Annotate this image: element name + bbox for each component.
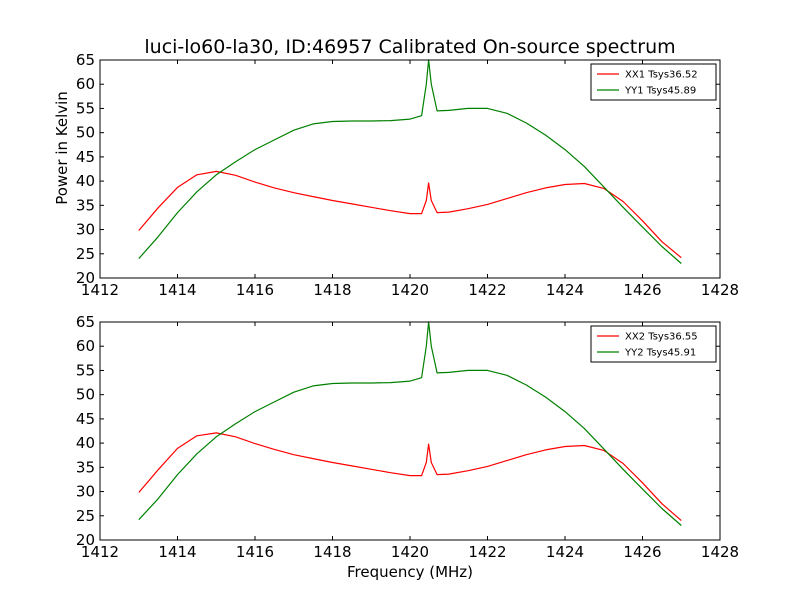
chart-title: luci-lo60-la30, ID:46957 Calibrated On-s… xyxy=(144,36,675,58)
bottom-x-tick-label: 1426 xyxy=(623,543,661,561)
top-y-tick-label: 40 xyxy=(76,172,95,190)
bottom-y-tick-label: 65 xyxy=(76,313,95,331)
bottom-x-tick-label: 1428 xyxy=(701,543,739,561)
top-subplot: Power in Kelvin 1412 1414 1416 1418 1420 1422… xyxy=(53,51,739,299)
top-y-tick-label: 25 xyxy=(76,245,95,263)
top-y-tick-label: 35 xyxy=(76,196,95,214)
top-x-tick-label: 1418 xyxy=(313,281,351,299)
top-legend-box xyxy=(590,63,717,101)
bottom-legend-label-2: YY2 Tsys45.91 xyxy=(624,348,696,359)
bottom-x-tick-label: 1414 xyxy=(158,543,196,561)
bottom-x-tick-label: 1412 xyxy=(81,543,119,561)
top-x-tick-label: 1424 xyxy=(546,281,584,299)
top-series-line-2 xyxy=(138,59,682,264)
bottom-y-tick-label: 50 xyxy=(76,386,95,404)
bottom-x-tick-label: 1418 xyxy=(313,543,351,561)
top-y-tick-label: 55 xyxy=(76,99,95,117)
bottom-y-tick-label: 55 xyxy=(76,361,95,379)
top-y-tick-label: 60 xyxy=(76,75,95,93)
bottom-y-tick-label: 30 xyxy=(76,483,95,501)
bottom-x-tick-label: 1420 xyxy=(391,543,429,561)
top-y-tick-label: 65 xyxy=(76,51,95,69)
top-legend-label-2: YY1 Tsys45.89 xyxy=(624,86,696,97)
bottom-legend-box xyxy=(590,325,717,363)
top-x-tick-label: 1420 xyxy=(391,281,429,299)
bottom-y-tick-label: 25 xyxy=(76,507,95,525)
top-x-tick-label: 1412 xyxy=(81,281,119,299)
bottom-y-tick-label: 20 xyxy=(76,531,95,549)
top-y-tick-label: 20 xyxy=(76,269,95,287)
bottom-y-tick-label: 45 xyxy=(76,410,95,428)
bottom-x-tick-label: 1416 xyxy=(236,543,274,561)
top-legend-label-1: XX1 Tsys36.52 xyxy=(625,70,698,81)
top-y-tick-label: 45 xyxy=(76,148,95,166)
bottom-y-tick-label: 40 xyxy=(76,434,95,452)
bottom-x-tick-label: 1424 xyxy=(546,543,584,561)
bottom-x-tick-label: 1422 xyxy=(468,543,506,561)
bottom-series-line-2 xyxy=(138,321,682,526)
bottom-y-tick-label: 60 xyxy=(76,337,95,355)
top-x-tick-label: 1416 xyxy=(236,281,274,299)
top-y-tick-label: 30 xyxy=(76,221,95,239)
top-y-axis-label: Power in Kelvin xyxy=(53,91,71,205)
top-x-tick-label: 1422 xyxy=(468,281,506,299)
top-series-line-1 xyxy=(138,170,682,259)
bottom-y-tick-label: 35 xyxy=(76,458,95,476)
top-x-tick-label: 1426 xyxy=(623,281,661,299)
bottom-series-line-1 xyxy=(138,432,682,522)
bottom-legend-label-1: XX2 Tsys36.55 xyxy=(625,332,698,343)
top-x-tick-label: 1414 xyxy=(158,281,196,299)
top-y-tick-label: 50 xyxy=(76,124,95,142)
bottom-x-axis-label: Frequency (MHz) xyxy=(347,563,473,581)
bottom-subplot: Frequency (MHz) 1412 1414 1416 1418 1420 1422… xyxy=(76,313,739,581)
top-x-tick-label: 1428 xyxy=(701,281,739,299)
